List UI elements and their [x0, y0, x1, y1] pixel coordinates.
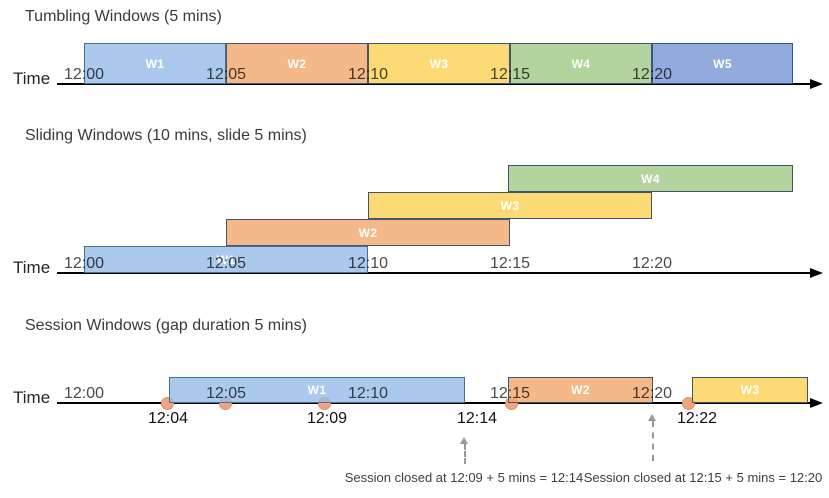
tumbling-window-w5: W5	[652, 43, 793, 84]
window-label: W5	[713, 56, 732, 71]
sliding-title: Sliding Windows (10 mins, slide 5 mins)	[25, 127, 307, 144]
session-title: Session Windows (gap duration 5 mins)	[25, 317, 307, 334]
tumbling-tick-label: 12:10	[347, 66, 389, 83]
session-window-w1: W1	[169, 377, 465, 403]
sliding-window-w3: W3	[368, 192, 652, 219]
sliding-tick-label: 12:15	[489, 255, 531, 272]
session-axis-arrowhead-icon	[810, 398, 823, 408]
session-time-axis-line	[57, 402, 810, 404]
tumbling-tick-label: 12:20	[631, 66, 673, 83]
sliding-tick-label: 12:05	[205, 255, 247, 272]
tumbling-tick-label: 12:00	[63, 66, 105, 83]
session-close-arrow-line	[464, 444, 466, 464]
sliding-tick-label: 12:00	[63, 255, 105, 272]
tumbling-title: Tumbling Windows (5 mins)	[25, 8, 222, 25]
sliding-tick-label: 12:10	[347, 255, 389, 272]
session-tick-label: 12:05	[205, 385, 247, 402]
session-window-w3: W3	[692, 377, 808, 403]
sliding-time-axis-label: Time	[13, 258, 51, 277]
event-time-label: 12:09	[306, 410, 348, 427]
sliding-axis-arrowhead-icon	[810, 268, 823, 278]
sliding-time-axis-line	[57, 272, 810, 274]
window-label: W2	[571, 383, 590, 397]
window-label: W3	[500, 198, 520, 213]
window-label: W2	[358, 225, 378, 240]
sliding-window-w4: W4	[508, 165, 793, 192]
session-tick-label: 12:20	[631, 385, 673, 402]
session-close-arrow-icon	[459, 437, 468, 444]
session-close-arrow-icon	[647, 414, 656, 421]
window-label: W2	[287, 56, 307, 71]
event-time-label: 12:14	[456, 410, 498, 427]
window-label: W3	[740, 383, 760, 397]
session-tick-label: 12:15	[489, 385, 531, 402]
window-label: W4	[571, 56, 591, 71]
session-tick-label: 12:00	[63, 385, 105, 402]
session-time-axis-label: Time	[13, 388, 51, 407]
tumbling-window-w1: W1	[84, 43, 226, 84]
session-tick-label: 12:10	[347, 385, 389, 402]
event-dot	[681, 396, 695, 410]
tumbling-window-w2: W2	[226, 43, 368, 84]
sliding-window-w2: W2	[226, 219, 510, 246]
tumbling-tick-label: 12:15	[489, 66, 531, 83]
tumbling-axis-arrowhead-icon	[810, 79, 823, 89]
tumbling-time-axis-line	[57, 83, 810, 85]
sliding-window-w1: W1	[84, 246, 368, 273]
window-label: W4	[641, 171, 660, 186]
event-time-label: 12:22	[676, 410, 718, 427]
tumbling-time-axis-label: Time	[13, 69, 51, 88]
tumbling-window-w4: W4	[510, 43, 652, 84]
session-window-w2: W2	[508, 377, 653, 403]
session-close-arrow-line	[652, 421, 654, 461]
tumbling-tick-label: 12:05	[205, 66, 247, 83]
sliding-tick-label: 12:20	[631, 255, 673, 272]
window-label: W1	[216, 252, 236, 267]
window-label: W3	[429, 56, 449, 71]
event-time-label: 12:04	[147, 410, 189, 427]
window-label: W1	[145, 56, 165, 71]
tumbling-window-w3: W3	[368, 43, 510, 84]
session-close-annotation: Session closed at 12:09 + 5 mins = 12:14	[344, 470, 584, 485]
session-close-annotation: Session closed at 12:15 + 5 mins = 12:20	[583, 470, 823, 485]
window-label: W1	[307, 383, 327, 397]
